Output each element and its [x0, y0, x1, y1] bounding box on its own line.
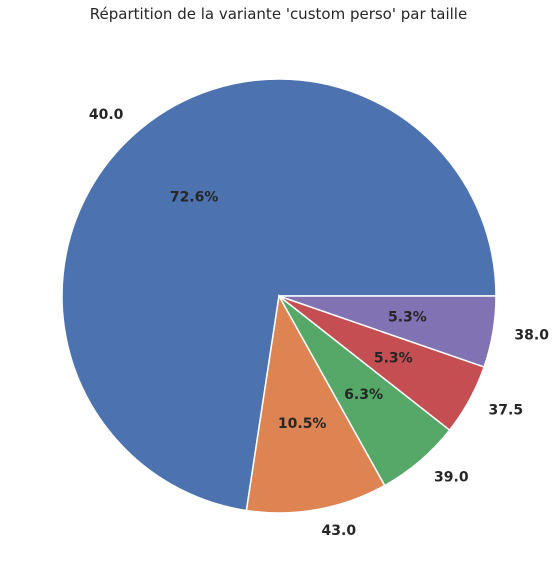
category-label: 37.5	[489, 402, 524, 418]
pie-slices	[61, 78, 497, 514]
percent-label: 5.3%	[388, 310, 427, 326]
category-label: 38.0	[514, 328, 549, 344]
category-labels: 40.0 43.0 39.0 37.5 38.0	[89, 107, 549, 539]
pie-slice-43.0	[245, 293, 386, 514]
percent-label: 72.6%	[170, 189, 219, 205]
pie-slice-38.0	[278, 295, 497, 368]
percent-label: 5.3%	[374, 350, 413, 366]
chart-title: Répartition de la variante 'custom perso…	[90, 5, 467, 23]
category-label: 40.0	[89, 107, 124, 123]
percent-label: 10.5%	[278, 416, 327, 432]
category-label: 39.0	[434, 470, 469, 486]
percent-label: 6.3%	[344, 387, 383, 403]
category-label: 43.0	[322, 523, 357, 539]
percent-labels: 72.6% 10.5% 6.3% 5.3% 5.3%	[170, 189, 427, 432]
